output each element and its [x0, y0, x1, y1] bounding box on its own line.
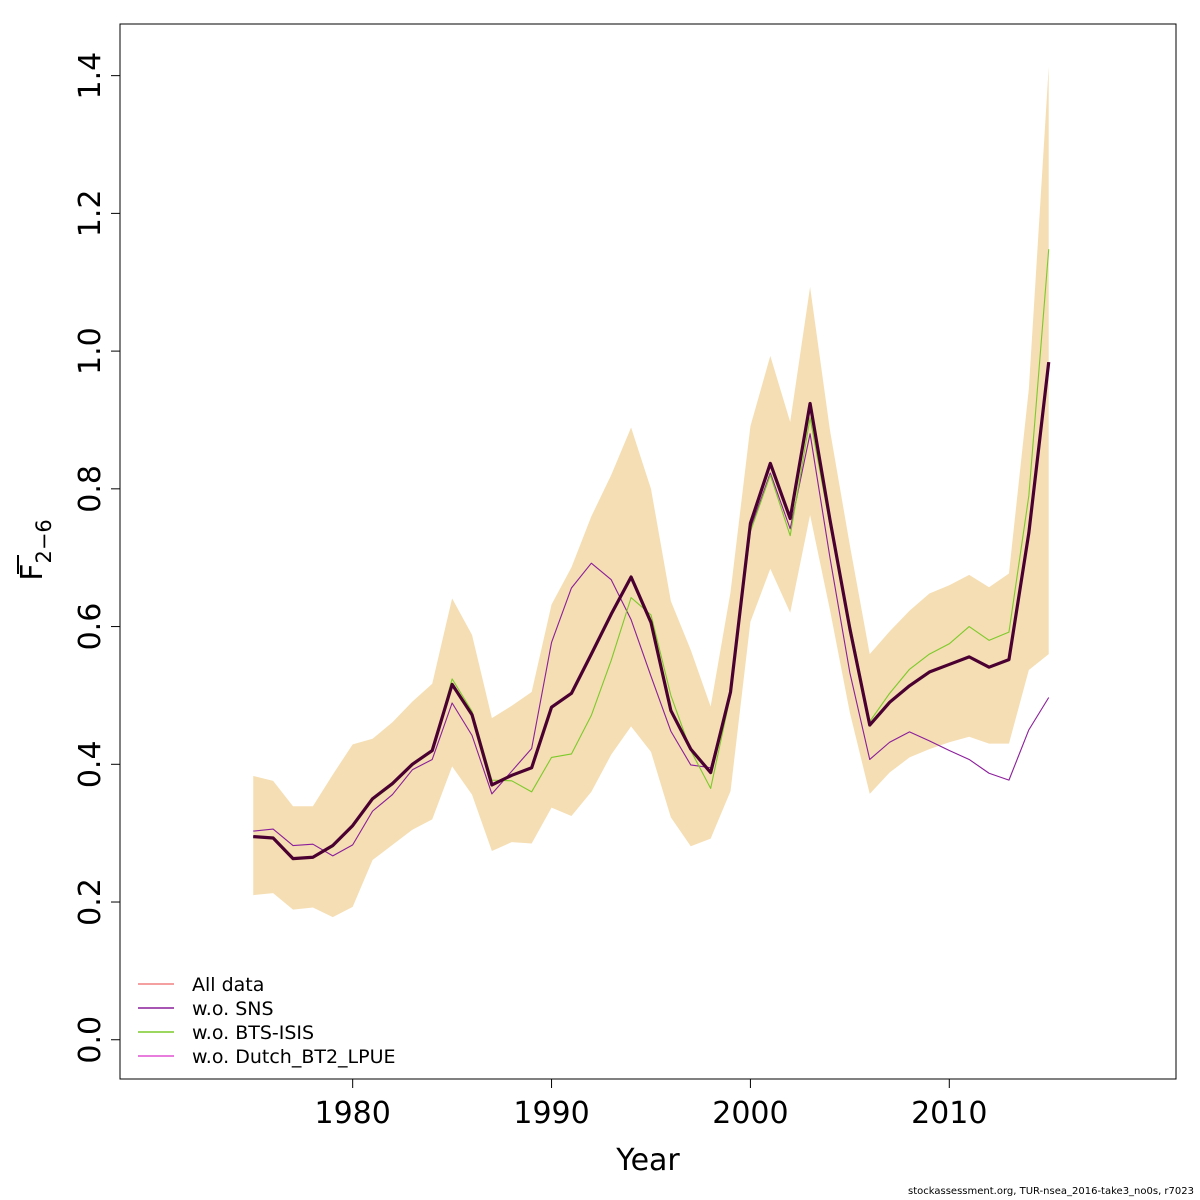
legend-label-w-o-bts-isis: w.o. BTS-ISIS [192, 1022, 314, 1044]
y-axis-title-group: F2−6 [15, 519, 56, 581]
y-axis-title-subscript: 2−6 [32, 519, 56, 563]
x-tick-label-1980: 1980 [314, 1096, 390, 1131]
x-tick-label-2000: 2000 [712, 1096, 788, 1131]
x-axis-title: Year [615, 1143, 680, 1178]
y-tick-label-1.0: 1.0 [73, 327, 108, 375]
series-layer [253, 249, 1051, 861]
y-tick-label-0.2: 0.2 [73, 878, 108, 926]
y-tick-label-1.4: 1.4 [73, 52, 108, 100]
x-tick-label-1990: 1990 [513, 1096, 589, 1131]
x-tick-label-2010: 2010 [911, 1096, 987, 1131]
footer-credit: stockassessment.org, TUR-nsea_2016-take3… [908, 1186, 1194, 1197]
series-line-4 [253, 361, 1051, 861]
y-tick-label-1.2: 1.2 [73, 190, 108, 238]
y-axis-title: F2−6 [15, 519, 56, 581]
legend-label-all-data: All data [192, 974, 264, 996]
y-tick-label-0.4: 0.4 [73, 740, 108, 788]
y-tick-label-0.0: 0.0 [73, 1016, 108, 1064]
y-tick-label-0.6: 0.6 [73, 603, 108, 651]
legend-label-w-o-dutch-bt2-lpue: w.o. Dutch_BT2_LPUE [192, 1046, 396, 1068]
axes-layer: 1980 1990 2000 2010 0.0 0.2 0.4 0.6 0.8 1.0 1.2 1.4 [73, 23, 1177, 1131]
series-line-w-o-sns [253, 433, 1050, 857]
y-axis-title-main: F [15, 564, 50, 581]
legend-label-w-o-sns: w.o. SNS [192, 998, 274, 1020]
plot-frame [119, 23, 1177, 1080]
y-tick-label-0.8: 0.8 [73, 465, 108, 513]
